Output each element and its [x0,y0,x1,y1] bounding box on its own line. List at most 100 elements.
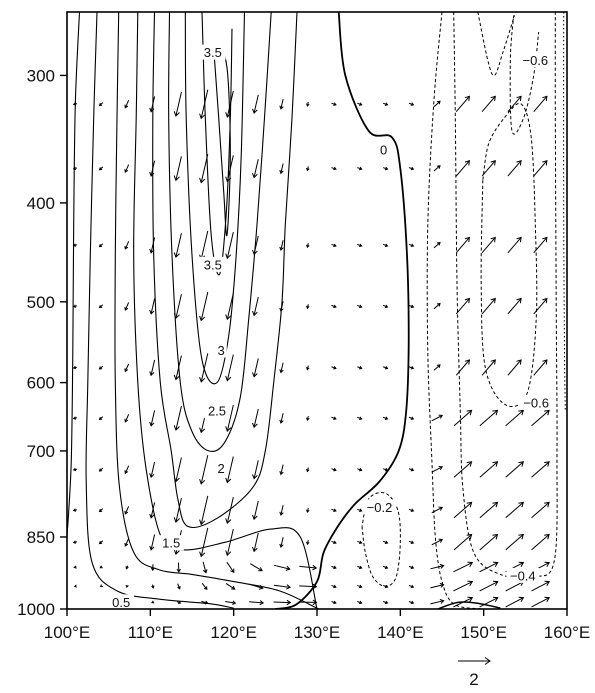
wind-vector [455,95,470,113]
y-tick-label: 850 [27,528,55,547]
wind-vector [99,565,103,569]
wind-vector [430,582,445,589]
wind-vector [331,304,337,309]
contour-label: 2 [218,461,225,476]
wind-vector [533,159,548,177]
wind-vector [408,365,415,370]
wind-vector [199,353,209,383]
wind-vector [408,565,415,570]
wind-vector [507,236,522,254]
wind-vector [479,461,499,478]
wind-vector [430,563,445,570]
contour-line-positive [437,601,501,609]
contour-line-negative [361,492,401,587]
wind-vector [306,166,310,172]
x-tick-label: 130°E [294,623,341,642]
contour-label: 0.5 [112,595,130,610]
wind-vector [481,359,496,376]
y-tick-label: 700 [27,442,55,461]
wind-vector [357,565,363,570]
wind-vector [124,465,130,475]
wind-vector [531,596,551,608]
wind-vector [433,241,441,249]
wind-vector [357,540,363,544]
wind-vector [533,236,548,254]
contour-line-negative [480,102,538,407]
wind-vector [279,464,284,476]
wind-vector [252,358,259,378]
wind-vector [479,580,499,592]
wind-vector [507,359,522,376]
wind-vector [481,297,496,315]
y-tick-label: 600 [27,374,55,393]
wind-vector [99,584,103,588]
x-tick-label: 150°E [460,623,507,642]
wind-vector [98,102,104,107]
wind-vector [279,362,284,374]
wind-vector [72,365,78,370]
wind-vector [433,100,441,108]
wind-vector [306,540,310,546]
contour-label: 3.5 [204,257,222,272]
wind-vector [479,561,499,573]
y-tick-label: 500 [27,293,55,312]
wind-vector [173,233,182,258]
wind-vector [149,410,156,427]
wind-vector [507,95,522,113]
contour-line-positive [67,12,81,538]
wind-vector [505,461,525,478]
contour-label-bg [506,567,540,583]
wind-vector [331,540,337,544]
wind-vector [408,584,415,589]
wind-vector [357,508,363,512]
wind-vector [357,584,363,589]
wind-vector [225,600,237,605]
contour-label: −0.2 [367,500,393,515]
wind-vector [98,166,104,171]
contour-label: 0 [380,143,387,158]
contour-label-bg [200,256,226,272]
wind-vector [455,297,470,315]
wind-vector [507,297,522,315]
wind-vector [98,540,104,545]
wind-vector [479,596,499,608]
wind-vector [98,467,104,472]
wind-vector [531,461,550,478]
wind-vector [252,500,259,521]
contour-line-negative [453,12,558,579]
contour-line-positive [133,12,318,609]
wind-vector [279,163,284,175]
wind-vector [481,159,496,177]
wind-vector [433,364,441,371]
reference-vector: 2 [458,657,491,689]
wind-vector [331,600,337,605]
wind-vector [72,304,78,308]
wind-vector [533,95,548,113]
wind-vector [202,561,208,574]
wind-vector [199,495,209,526]
wind-vector [279,240,284,252]
y-tick-label: 300 [27,66,55,85]
wind-vector [72,416,78,420]
wind-vector [453,561,474,573]
wind-vector [124,363,130,373]
wind-vector [250,563,263,572]
wind-vector [408,102,415,106]
wind-vector [72,540,78,544]
wind-vector [505,501,525,519]
contour-label: −0.4 [510,568,536,583]
contour-line-positive [213,44,231,237]
wind-vector [505,409,524,427]
wind-vector [149,298,156,315]
x-tick-label: 160°E [544,623,591,642]
contour-label: 1.5 [162,536,180,551]
wind-vector [408,416,415,420]
wind-vector [453,501,473,519]
wind-vector [481,95,496,113]
wind-vector [455,236,470,254]
wind-vector [430,599,445,605]
wind-vector [357,365,363,370]
wind-vector [357,600,363,605]
wind-vector [431,538,444,546]
wind-vector [306,365,310,371]
